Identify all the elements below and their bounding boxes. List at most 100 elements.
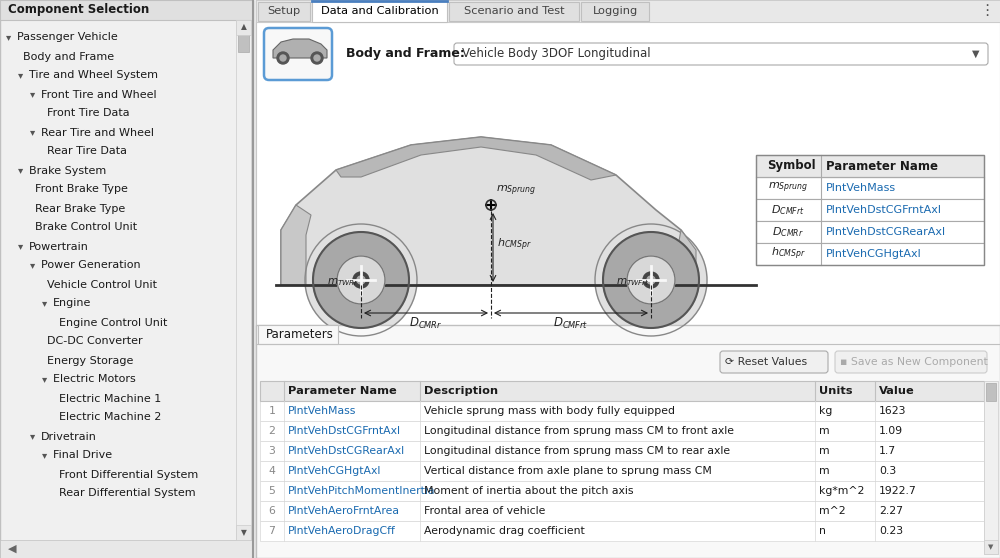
Text: Parameters: Parameters bbox=[266, 328, 334, 340]
Text: PlntVehAeroFrntArea: PlntVehAeroFrntArea bbox=[288, 506, 400, 516]
Bar bbox=[984, 540, 998, 554]
Text: ▾: ▾ bbox=[30, 127, 35, 137]
Text: PlntVehCGHgtAxl: PlntVehCGHgtAxl bbox=[826, 249, 922, 259]
Polygon shape bbox=[281, 205, 311, 285]
Text: Brake System: Brake System bbox=[29, 166, 106, 176]
Bar bbox=[256, 22, 1000, 558]
Text: Passenger Vehicle: Passenger Vehicle bbox=[17, 32, 118, 42]
Text: Brake Control Unit: Brake Control Unit bbox=[35, 223, 137, 233]
Text: Power Generation: Power Generation bbox=[41, 261, 141, 271]
Circle shape bbox=[643, 272, 659, 288]
Polygon shape bbox=[671, 230, 696, 285]
Text: Moment of inertia about the pitch axis: Moment of inertia about the pitch axis bbox=[424, 486, 634, 496]
Text: $m_{TWRr}$: $m_{TWRr}$ bbox=[327, 276, 359, 288]
Text: ⋮: ⋮ bbox=[979, 3, 994, 18]
Circle shape bbox=[357, 276, 365, 284]
Circle shape bbox=[337, 256, 385, 304]
Bar bbox=[984, 381, 998, 554]
Bar bbox=[756, 199, 984, 221]
Text: PlntVehMass: PlntVehMass bbox=[826, 183, 896, 193]
Circle shape bbox=[647, 276, 655, 284]
Text: Scenario and Test: Scenario and Test bbox=[464, 6, 564, 16]
Text: 1.7: 1.7 bbox=[879, 446, 896, 456]
Text: Aerodynamic drag coefficient: Aerodynamic drag coefficient bbox=[424, 526, 585, 536]
Text: kg: kg bbox=[819, 406, 832, 416]
Text: ▾: ▾ bbox=[18, 70, 23, 80]
Text: Front Differential System: Front Differential System bbox=[59, 469, 198, 479]
Text: PlntVehDstCGRearAxl: PlntVehDstCGRearAxl bbox=[826, 227, 946, 237]
Text: 6: 6 bbox=[269, 506, 275, 516]
Text: 0.3: 0.3 bbox=[879, 466, 896, 476]
Text: ▪ Save as New Component: ▪ Save as New Component bbox=[840, 357, 988, 367]
Text: PlntVehAeroDragCff: PlntVehAeroDragCff bbox=[288, 526, 396, 536]
Text: Electric Motors: Electric Motors bbox=[53, 374, 136, 384]
Bar bbox=[756, 155, 984, 265]
Text: ▾: ▾ bbox=[42, 374, 47, 384]
Bar bbox=[256, 0, 1000, 22]
Bar bbox=[260, 441, 984, 461]
Text: ◀: ◀ bbox=[8, 544, 16, 554]
Text: Value: Value bbox=[879, 386, 915, 396]
Text: Front Tire Data: Front Tire Data bbox=[47, 108, 130, 118]
Text: Symbol: Symbol bbox=[767, 160, 815, 172]
Text: Parameter Name: Parameter Name bbox=[826, 160, 938, 172]
Text: $m_{TWFrt}$: $m_{TWFrt}$ bbox=[616, 276, 650, 288]
Bar bbox=[256, 325, 1000, 558]
Bar bbox=[0, 540, 253, 558]
Text: $m_{Sprung}$: $m_{Sprung}$ bbox=[496, 184, 536, 198]
Circle shape bbox=[277, 52, 289, 64]
Bar bbox=[258, 2, 310, 21]
Circle shape bbox=[595, 224, 707, 336]
Text: $D_{CMRr}$: $D_{CMRr}$ bbox=[409, 315, 443, 330]
Text: Front Brake Type: Front Brake Type bbox=[35, 185, 128, 195]
Text: Rear Brake Type: Rear Brake Type bbox=[35, 204, 125, 214]
Text: Engine: Engine bbox=[53, 299, 91, 309]
Circle shape bbox=[353, 272, 369, 288]
Text: Body and Frame:: Body and Frame: bbox=[346, 47, 465, 60]
Text: 1: 1 bbox=[269, 406, 275, 416]
Text: 4: 4 bbox=[269, 466, 275, 476]
Text: PlntVehCGHgtAxl: PlntVehCGHgtAxl bbox=[288, 466, 381, 476]
Text: Final Drive: Final Drive bbox=[53, 450, 112, 460]
Bar bbox=[756, 243, 984, 265]
Text: Vertical distance from axle plane to sprung mass CM: Vertical distance from axle plane to spr… bbox=[424, 466, 712, 476]
FancyBboxPatch shape bbox=[720, 351, 828, 373]
Polygon shape bbox=[273, 39, 327, 58]
Text: ▲: ▲ bbox=[241, 22, 246, 31]
Text: n: n bbox=[819, 526, 826, 536]
Circle shape bbox=[314, 55, 320, 61]
Text: PlntVehMass: PlntVehMass bbox=[288, 406, 356, 416]
Text: 1623: 1623 bbox=[879, 406, 906, 416]
Text: Logging: Logging bbox=[592, 6, 638, 16]
Text: PlntVehDstCGFrntAxl: PlntVehDstCGFrntAxl bbox=[826, 205, 942, 215]
Text: ▾: ▾ bbox=[6, 32, 11, 42]
Text: Parameter Name: Parameter Name bbox=[288, 386, 397, 396]
Bar bbox=[312, 1, 447, 22]
Text: 0.23: 0.23 bbox=[879, 526, 903, 536]
Text: Vehicle Body 3DOF Longitudinal: Vehicle Body 3DOF Longitudinal bbox=[462, 47, 651, 60]
Polygon shape bbox=[336, 137, 616, 180]
Bar bbox=[986, 383, 996, 401]
Bar bbox=[756, 177, 984, 199]
Bar bbox=[260, 401, 984, 421]
Circle shape bbox=[313, 232, 409, 328]
Bar bbox=[449, 2, 579, 21]
FancyBboxPatch shape bbox=[454, 43, 988, 65]
Text: PlntVehPitchMomentInertia: PlntVehPitchMomentInertia bbox=[288, 486, 436, 496]
Text: $h_{CMSpr}$: $h_{CMSpr}$ bbox=[771, 246, 805, 262]
FancyBboxPatch shape bbox=[835, 351, 987, 373]
Text: Front Tire and Wheel: Front Tire and Wheel bbox=[41, 89, 157, 99]
Text: ▼: ▼ bbox=[972, 49, 980, 59]
Text: ▾: ▾ bbox=[42, 299, 47, 309]
Text: m^2: m^2 bbox=[819, 506, 846, 516]
Text: Drivetrain: Drivetrain bbox=[41, 431, 97, 441]
Text: 3: 3 bbox=[269, 446, 275, 456]
Text: Vehicle Control Unit: Vehicle Control Unit bbox=[47, 280, 157, 290]
Bar bbox=[756, 155, 984, 177]
Text: 5: 5 bbox=[269, 486, 275, 496]
Text: $D_{CMFrt}$: $D_{CMFrt}$ bbox=[771, 203, 805, 217]
Text: Rear Tire Data: Rear Tire Data bbox=[47, 147, 127, 156]
Text: Description: Description bbox=[424, 386, 498, 396]
Text: Electric Machine 1: Electric Machine 1 bbox=[59, 393, 161, 403]
Circle shape bbox=[305, 224, 417, 336]
